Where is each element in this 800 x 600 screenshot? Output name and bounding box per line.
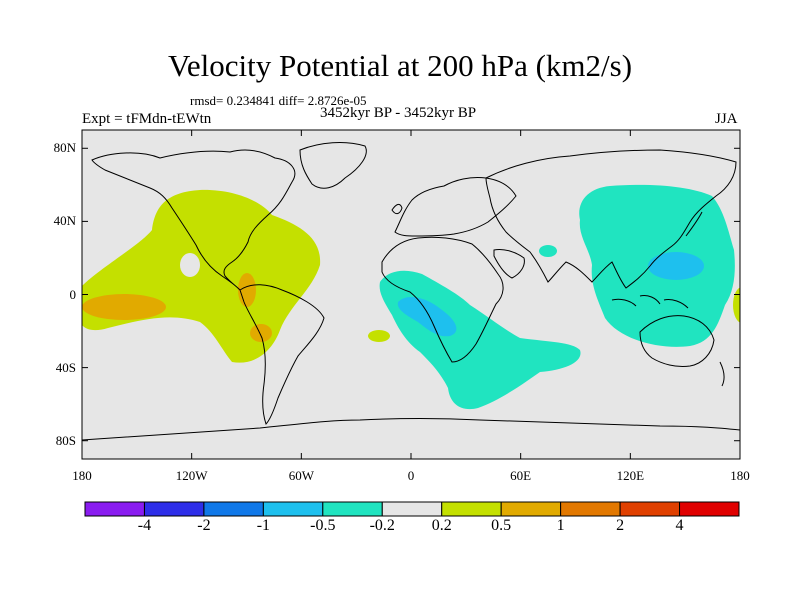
colorbar-box — [619, 501, 681, 517]
axis-ticks — [81, 130, 741, 459]
lon-tick-label: 60W — [288, 468, 314, 483]
colorbar-box — [441, 501, 502, 517]
colorbar — [84, 501, 740, 517]
contour-central-africa-min — [397, 296, 457, 337]
contour-central-pacific-max — [82, 294, 166, 320]
contour-south-america-max — [250, 324, 272, 342]
coastline-greenland — [299, 142, 367, 189]
colorbar-label: 0.5 — [491, 517, 512, 534]
colorbar-label: -0.5 — [310, 517, 336, 534]
coastline-africa — [381, 236, 504, 363]
coastline-south-america — [239, 284, 325, 425]
colorbar-label: 4 — [675, 517, 684, 534]
contour-india-small — [539, 245, 557, 257]
lat-tick-label: 80N — [53, 140, 76, 156]
lon-tick-label: 0 — [407, 468, 415, 483]
coastline-new-zealand — [719, 361, 725, 387]
lon-tick-label: 120E — [616, 468, 645, 483]
coastline-antarctica — [82, 418, 740, 441]
contour-gap-east-pacific — [180, 253, 200, 277]
colorbar-label: -2 — [197, 517, 211, 534]
period-label: 3452kyr BP - 3452kyr BP — [320, 105, 477, 121]
coastline-arabia — [493, 249, 525, 279]
plot-title: Velocity Potential at 200 hPa (km2/s) — [167, 48, 633, 83]
stats-label: rmsd= 0.234841 diff= 2.8726e-05 — [190, 93, 367, 108]
coastline-australia — [639, 315, 715, 367]
coastlines — [82, 142, 740, 441]
contour-west-pacific-min — [648, 252, 704, 280]
coastline-asia — [485, 149, 737, 289]
colorbar-box — [143, 501, 205, 517]
contour-pacific-americas — [82, 189, 321, 363]
colorbar-box — [262, 501, 324, 517]
lat-tick-label: 80S — [55, 432, 76, 448]
experiment-label: Expt = tFMdn-tEWtn — [82, 111, 212, 127]
lat-tick-label: 40S — [55, 359, 76, 375]
lon-tick-label: 180 — [730, 468, 750, 483]
colorbar-label: 0.2 — [431, 517, 452, 534]
colorbar-label: -1 — [256, 517, 271, 534]
season-label: JJA — [715, 111, 738, 127]
lon-tick-label: 120W — [175, 468, 208, 483]
colorbar-box — [203, 501, 264, 517]
colorbar-box — [560, 501, 621, 517]
colorbar-box — [500, 501, 562, 517]
contour-east-edge — [733, 287, 740, 323]
colorbar-box — [84, 501, 145, 517]
contour-atlantic-small — [368, 330, 390, 342]
colorbar-box — [322, 501, 383, 517]
coastline-north-america — [91, 149, 296, 291]
coastline-indonesia — [611, 295, 689, 309]
colorbar-label: 1 — [556, 517, 565, 534]
coastline-uk — [391, 203, 403, 215]
lat-tick-label: 0 — [69, 286, 77, 302]
colorbar-box — [381, 501, 443, 517]
colorbar-label: 2 — [616, 517, 625, 534]
lon-tick-label: 60E — [510, 468, 532, 483]
colorbar-box — [679, 501, 740, 517]
lat-tick-label: 40N — [53, 213, 76, 229]
lon-tick-label: 180 — [72, 468, 92, 483]
coastline-europe — [394, 177, 517, 237]
colorbar-label: -0.2 — [369, 517, 395, 534]
colorbar-label: -4 — [137, 517, 152, 534]
coastline-japan — [685, 211, 703, 237]
